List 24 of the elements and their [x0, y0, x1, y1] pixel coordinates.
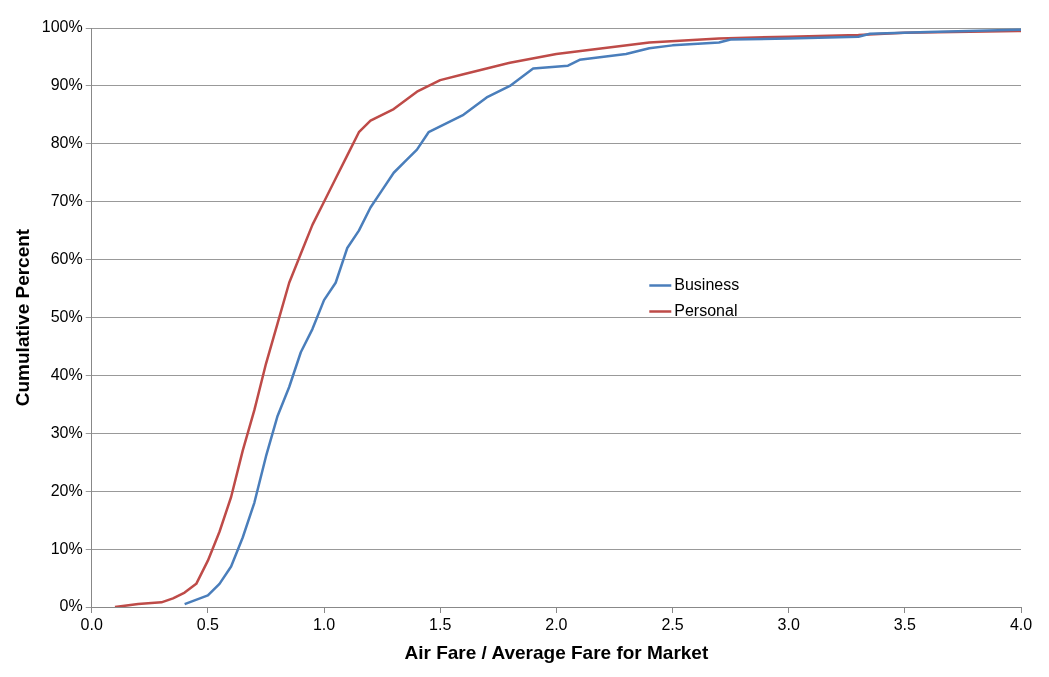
x-tick-label: 1.5 [429, 616, 452, 634]
y-tick-label: 30% [50, 423, 83, 441]
x-tick-label: 2.5 [661, 616, 684, 634]
x-tick-label: 0.0 [80, 616, 103, 634]
y-tick-label: 70% [50, 192, 83, 210]
y-tick-label: 40% [50, 365, 83, 383]
y-tick-label: 100% [41, 18, 83, 36]
x-tick-label: 1.0 [312, 616, 336, 634]
y-tick-label: 0% [59, 597, 83, 615]
y-axis-title: Cumulative Percent [11, 228, 33, 407]
x-tick-label: 3.0 [777, 616, 800, 634]
y-tick-label: 20% [50, 481, 83, 499]
y-tick-label: 60% [50, 250, 83, 268]
y-tick-label: 90% [50, 76, 83, 94]
x-tick-label: 2.0 [545, 616, 568, 634]
x-tick-label: 0.5 [196, 616, 220, 634]
y-tick-label: 50% [50, 307, 83, 325]
legend-label: Personal [674, 301, 738, 319]
x-axis-title: Air Fare / Average Fare for Market [404, 641, 709, 663]
y-tick-label: 10% [50, 539, 83, 557]
legend-label: Business [674, 275, 740, 293]
x-tick-label: 3.5 [893, 616, 917, 634]
y-tick-label: 80% [50, 134, 83, 152]
x-tick-label: 4.0 [1009, 616, 1033, 634]
